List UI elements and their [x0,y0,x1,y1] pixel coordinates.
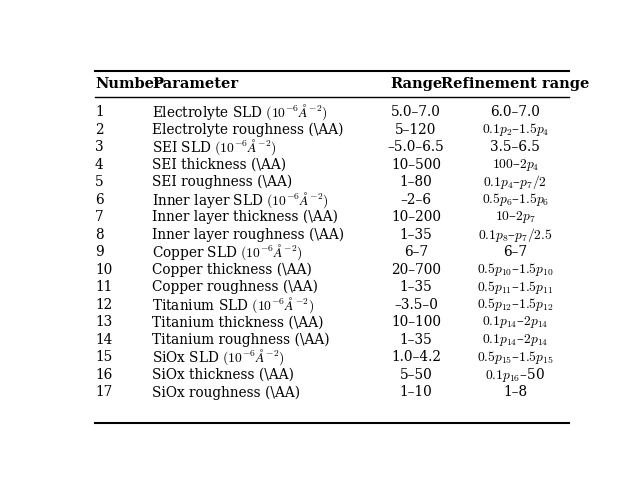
Text: 1.0–4.2: 1.0–4.2 [391,350,441,364]
Text: –2–6: –2–6 [401,193,431,207]
Text: 1–10: 1–10 [399,385,433,399]
Text: 12: 12 [95,298,112,312]
Text: 1–35: 1–35 [399,228,433,242]
Text: 11: 11 [95,280,112,294]
Text: SEI roughness (\AA): SEI roughness (\AA) [152,175,292,189]
Text: $0.1p_8$–$p_7/2.5$: $0.1p_8$–$p_7/2.5$ [478,226,552,244]
Text: 16: 16 [95,368,112,382]
Text: 2: 2 [95,122,104,136]
Text: 13: 13 [95,315,112,329]
Text: 10–500: 10–500 [391,158,441,172]
Text: 4: 4 [95,158,104,172]
Text: $0.5p_6$–$1.5p_6$: $0.5p_6$–$1.5p_6$ [482,191,549,208]
Text: –3.5–0: –3.5–0 [394,298,438,312]
Text: 6–7: 6–7 [503,245,527,259]
Text: 17: 17 [95,385,112,399]
Text: 1–35: 1–35 [399,280,433,294]
Text: $0.5p_{10}$–$1.5p_{10}$: $0.5p_{10}$–$1.5p_{10}$ [477,261,554,278]
Text: $0.5p_{11}$–$1.5p_{11}$: $0.5p_{11}$–$1.5p_{11}$ [477,279,554,296]
Text: Titanium thickness (\AA): Titanium thickness (\AA) [152,315,323,329]
Text: 6–7: 6–7 [404,245,428,259]
Text: $0.1p_4$–$p_7/2$: $0.1p_4$–$p_7/2$ [483,173,547,191]
Text: 9: 9 [95,245,104,259]
Text: $0.1p_{14}$–$2p_{14}$: $0.1p_{14}$–$2p_{14}$ [482,332,548,348]
Text: 7: 7 [95,210,104,224]
Text: 20–700: 20–700 [391,263,441,277]
Text: 1–8: 1–8 [503,385,527,399]
Text: 1–35: 1–35 [399,333,433,347]
Text: $0.5p_{15}$–$1.5p_{15}$: $0.5p_{15}$–$1.5p_{15}$ [477,349,554,366]
Text: SiOx thickness (\AA): SiOx thickness (\AA) [152,368,294,382]
Text: $0.1p_{14}$–$2p_{14}$: $0.1p_{14}$–$2p_{14}$ [482,314,548,330]
Text: Copper thickness (\AA): Copper thickness (\AA) [152,262,312,277]
Text: $0.5p_{12}$–$1.5p_{12}$: $0.5p_{12}$–$1.5p_{12}$ [477,296,554,313]
Text: 6: 6 [95,193,104,207]
Text: 1–80: 1–80 [399,175,433,189]
Text: Copper roughness (\AA): Copper roughness (\AA) [152,280,318,294]
Text: $0.1p_{16}$–50: $0.1p_{16}$–50 [485,366,545,384]
Text: SEI SLD $(10^{-6}\AA^{-2})$: SEI SLD $(10^{-6}\AA^{-2})$ [152,137,276,157]
Text: 15: 15 [95,350,112,364]
Text: $10$–$2p_7$: $10$–$2p_7$ [495,209,536,225]
Text: Titanium roughness (\AA): Titanium roughness (\AA) [152,333,330,347]
Text: 3: 3 [95,140,104,154]
Text: 6.0–7.0: 6.0–7.0 [490,105,540,119]
Text: Copper SLD $(10^{-6}\AA^{-2})$: Copper SLD $(10^{-6}\AA^{-2})$ [152,242,303,262]
Text: 1: 1 [95,105,104,119]
Text: 5.0–7.0: 5.0–7.0 [391,105,441,119]
Text: Inner layer thickness (\AA): Inner layer thickness (\AA) [152,210,338,225]
Text: Range: Range [390,77,442,91]
Text: –5.0–6.5: –5.0–6.5 [388,140,444,154]
Text: 10–200: 10–200 [391,210,441,224]
Text: SiOx roughness (\AA): SiOx roughness (\AA) [152,385,300,400]
Text: SEI thickness (\AA): SEI thickness (\AA) [152,158,286,172]
Text: 8: 8 [95,228,104,242]
Text: $0.1p_2$–$1.5p_4$: $0.1p_2$–$1.5p_4$ [481,121,549,138]
Text: 5–50: 5–50 [399,368,433,382]
Text: Electrolyte roughness (\AA): Electrolyte roughness (\AA) [152,122,344,137]
Text: Inner layer SLD $(10^{-6}\AA^{-2})$: Inner layer SLD $(10^{-6}\AA^{-2})$ [152,190,329,210]
Text: Number: Number [95,77,162,91]
Text: Parameter: Parameter [152,77,238,91]
Text: Inner layer roughness (\AA): Inner layer roughness (\AA) [152,227,344,242]
Text: 5–120: 5–120 [396,122,436,136]
Text: $100$–$2p_4$: $100$–$2p_4$ [492,157,539,173]
Text: 14: 14 [95,333,112,347]
Text: Refinement range: Refinement range [441,77,589,91]
Text: 10: 10 [95,263,112,277]
Text: Titanium SLD $(10^{-6}\AA^{-2})$: Titanium SLD $(10^{-6}\AA^{-2})$ [152,295,314,315]
Text: Electrolyte SLD $(10^{-6}\AA^{-2})$: Electrolyte SLD $(10^{-6}\AA^{-2})$ [152,102,328,122]
Text: 10–100: 10–100 [391,315,441,329]
Text: 3.5–6.5: 3.5–6.5 [490,140,540,154]
Text: 5: 5 [95,175,104,189]
Text: SiOx SLD $(10^{-6}\AA^{-2})$: SiOx SLD $(10^{-6}\AA^{-2})$ [152,348,285,367]
